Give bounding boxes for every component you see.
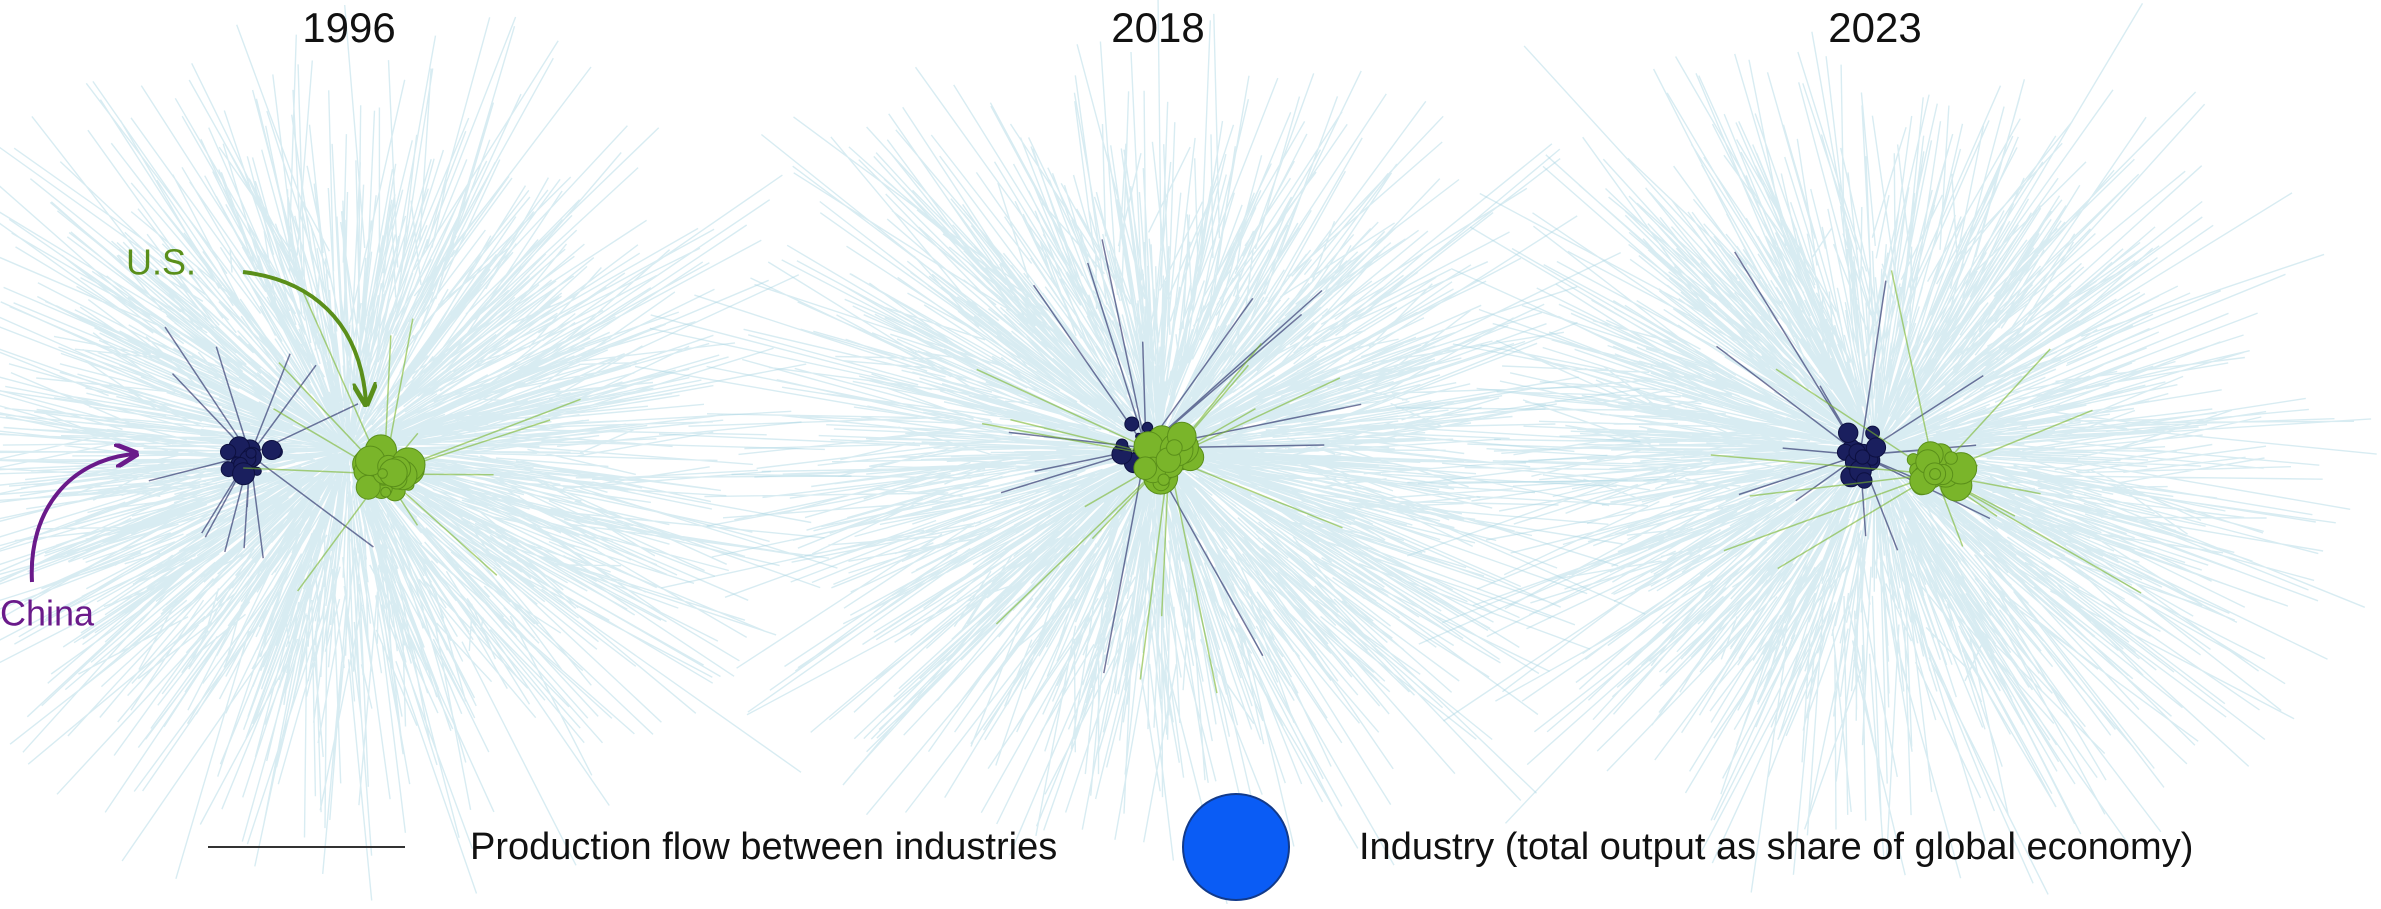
- industry-node: [220, 443, 237, 461]
- industry-node: [232, 462, 256, 486]
- industry-node: [377, 468, 388, 479]
- industry-node: [1865, 437, 1887, 458]
- legend-text: Production flow between industries: [470, 826, 1057, 868]
- flow-lines: [1395, 3, 2377, 895]
- legend-text: Industry (total output as share of globa…: [1359, 826, 2193, 868]
- industry-node: [245, 447, 257, 459]
- industry-node: [1944, 451, 1958, 465]
- panel-title: 2018: [1111, 4, 1204, 51]
- flow-lines: [634, 0, 1669, 909]
- panel-title: 1996: [302, 4, 395, 51]
- industry-node: [1929, 468, 1942, 480]
- industry-node: [1838, 422, 1859, 443]
- flow-lines: [0, 4, 852, 901]
- industry-node: [1856, 472, 1873, 489]
- industry-node: [380, 486, 392, 498]
- industry-node: [1166, 439, 1183, 456]
- us-arrow: [242, 270, 366, 402]
- legend-circle: [1182, 793, 1290, 901]
- industry-node: [1854, 449, 1871, 465]
- industry-node: [1133, 456, 1157, 481]
- industry-node: [1124, 416, 1140, 432]
- us-label: U.S.: [126, 242, 196, 283]
- china-arrow: [29, 454, 134, 583]
- highlight-lines: [976, 342, 1343, 694]
- industry-node: [1157, 473, 1170, 486]
- panel-title: 2023: [1828, 4, 1921, 51]
- industry-node: [261, 440, 282, 460]
- highlight-lines: [1000, 239, 1362, 674]
- china-label: China: [0, 593, 95, 634]
